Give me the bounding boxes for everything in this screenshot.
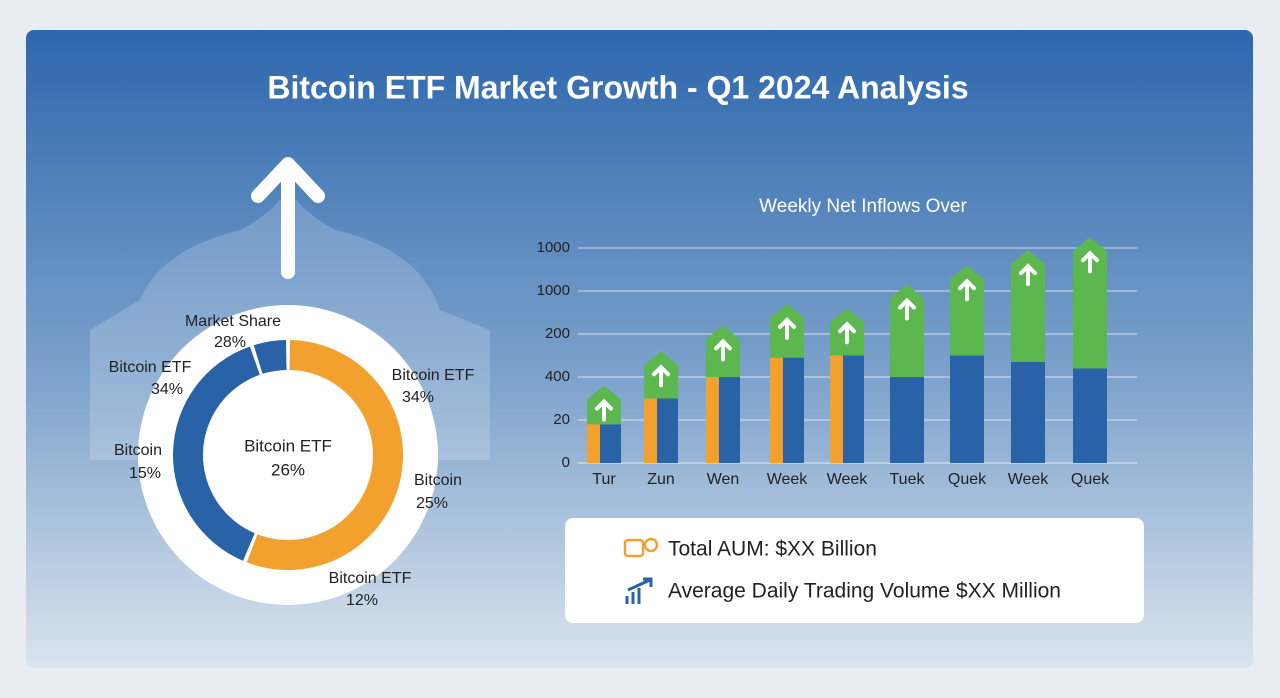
bar-arrow xyxy=(652,364,670,388)
donut-label: Bitcoin ETF xyxy=(109,359,192,376)
donut-label: Bitcoin ETF xyxy=(392,367,475,384)
bar-arrow xyxy=(1081,250,1099,274)
bar-blue xyxy=(1073,368,1107,463)
x-tick-label: Week xyxy=(767,471,809,488)
donut-label: Bitcoin xyxy=(414,472,462,489)
x-tick-label: Tuek xyxy=(890,471,926,488)
donut-center-value: 26% xyxy=(271,460,305,479)
info-text: Average Daily Trading Volume $XX Million xyxy=(668,580,1061,603)
donut-segment xyxy=(253,340,287,374)
x-tick-label: Tur xyxy=(592,471,616,488)
growth-arrow xyxy=(251,157,325,279)
x-tick-label: Zun xyxy=(647,471,675,488)
y-tick-label: 1000 xyxy=(537,282,570,299)
bar-arrow xyxy=(838,321,856,345)
info-box xyxy=(565,518,1144,623)
bar-blue xyxy=(719,377,740,463)
y-tick-label: 400 xyxy=(545,368,570,385)
bar-arrow xyxy=(595,398,613,422)
donut-label: Market Share xyxy=(185,313,281,330)
x-tick-label: Week xyxy=(827,471,869,488)
donut-segment xyxy=(246,340,404,570)
donut-label: Bitcoin xyxy=(114,442,162,459)
bar-blue xyxy=(950,355,984,463)
y-tick-label: 1000 xyxy=(537,239,570,256)
x-tick-label: Week xyxy=(1008,471,1050,488)
x-tick-label: Quek xyxy=(1071,471,1110,488)
bar-arrow xyxy=(714,338,732,362)
bar-arrow xyxy=(1019,263,1037,287)
bar-orange xyxy=(587,424,600,463)
bar-arrow xyxy=(778,317,796,340)
bar-arrow xyxy=(898,297,916,321)
donut-percent: 25% xyxy=(416,495,448,512)
title: Bitcoin ETF Market Growth - Q1 2024 Anal… xyxy=(267,69,968,105)
bar-green xyxy=(1011,250,1045,362)
donut-center-label: Bitcoin ETF xyxy=(244,436,332,455)
donut-segment xyxy=(172,346,260,561)
bar-orange xyxy=(644,398,657,463)
bar-green xyxy=(1073,237,1107,369)
info-text: Total AUM: $XX Billion xyxy=(668,538,877,561)
bar-blue xyxy=(600,424,621,463)
bar-blue xyxy=(890,377,924,463)
y-tick-label: 200 xyxy=(545,325,570,342)
volume-icon xyxy=(625,577,653,604)
aum-icon xyxy=(623,537,659,558)
donut-percent: 12% xyxy=(346,592,378,609)
donut-label: Bitcoin ETF xyxy=(329,570,412,587)
x-tick-label: Quek xyxy=(948,471,987,488)
bar-blue xyxy=(1011,361,1045,463)
bar-blue xyxy=(657,398,678,463)
bar-blue xyxy=(783,357,804,463)
bar-arrow xyxy=(958,278,976,302)
x-tick-label: Wen xyxy=(707,471,740,488)
donut-percent: 28% xyxy=(214,334,246,351)
donut-percent: 34% xyxy=(151,381,183,398)
bar-orange xyxy=(830,355,843,463)
donut-percent: 34% xyxy=(402,389,434,406)
bar-chart-title: Weekly Net Inflows Over xyxy=(759,196,967,217)
bar-orange xyxy=(770,357,783,463)
y-tick-label: 0 xyxy=(562,454,570,471)
bar-orange xyxy=(706,377,719,463)
bar-blue xyxy=(843,355,864,463)
y-tick-label: 20 xyxy=(553,411,570,428)
donut-percent: 15% xyxy=(129,465,161,482)
